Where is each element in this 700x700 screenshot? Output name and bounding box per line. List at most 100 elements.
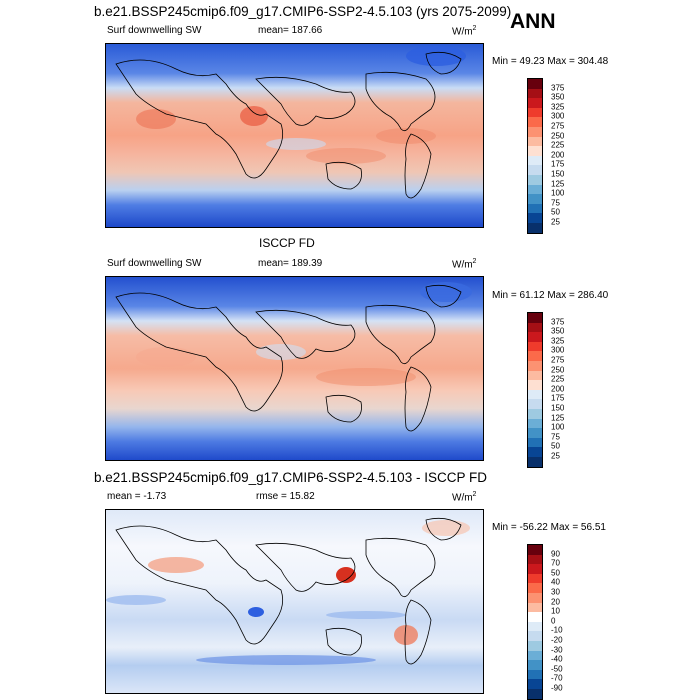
colorbar-tick-label: -90: [551, 683, 563, 693]
colorbar-swatch: [528, 631, 542, 641]
colorbar-swatch: [528, 418, 542, 429]
colorbar-swatch: [528, 88, 542, 99]
colorbar-swatch: [528, 437, 542, 448]
colorbar-tick-label: 300: [551, 345, 565, 355]
colorbar-tick-label: -70: [551, 673, 563, 683]
colorbar-swatch: [528, 370, 542, 381]
colorbar-tick-label: 50: [551, 441, 560, 451]
colorbar-swatch: [528, 554, 542, 565]
colorbar-swatch: [528, 592, 542, 603]
colorbar-tick-label: 10: [551, 606, 560, 616]
colorbar-tick-label: 100: [551, 188, 565, 198]
colorbar-swatch: [528, 612, 542, 622]
colorbar-tick-label: 25: [551, 451, 560, 461]
colorbar-swatch: [528, 650, 542, 661]
panel2-title: ISCCP FD: [259, 236, 315, 250]
colorbar-tick-label: 150: [551, 169, 565, 179]
colorbar-swatch: [528, 621, 542, 632]
colorbar-tick-label: 325: [551, 102, 565, 112]
colorbar-tick-label: 200: [551, 150, 565, 160]
colorbar-swatch: [528, 222, 542, 233]
colorbar-swatch: [528, 126, 542, 137]
panel2-mean-label: mean= 189.39: [258, 258, 323, 269]
colorbar-tick-label: 250: [551, 131, 565, 141]
panel1-colorbar-labels: 375 350 325 300 275 250 225 200 175 150 125 100 75 50…: [551, 78, 581, 234]
colorbar-swatch: [528, 564, 542, 574]
colorbar-swatch: [528, 669, 542, 680]
colorbar-swatch: [528, 174, 542, 185]
colorbar-swatch: [528, 136, 542, 147]
colorbar-tick-label: 70: [551, 558, 560, 568]
colorbar-swatch: [528, 155, 542, 166]
panel3-colorbar-labels: 90 70 50 40 30 20 10 0 -10 -20 -30 -40 -50 -70 -90: [551, 544, 581, 700]
colorbar-swatch: [528, 79, 542, 89]
colorbar-tick-label: 375: [551, 317, 565, 327]
panel3-map-field: [106, 510, 483, 693]
colorbar-tick-label: 25: [551, 217, 560, 227]
colorbar-tick-label: 325: [551, 336, 565, 346]
panel1-colorbar: [527, 78, 543, 234]
colorbar-swatch: [528, 351, 542, 361]
colorbar-tick-label: 300: [551, 111, 565, 121]
panel2-colorbar-swatches: [527, 312, 543, 468]
panel2-minmax: Min = 61.12 Max = 286.40: [492, 290, 609, 301]
colorbar-swatch: [528, 322, 542, 333]
panel1-map: [105, 43, 484, 228]
colorbar-tick-label: 175: [551, 159, 565, 169]
colorbar-swatch: [528, 389, 542, 400]
colorbar-swatch: [528, 447, 542, 457]
colorbar-tick-label: 90: [551, 549, 560, 559]
colorbar-tick-label: 175: [551, 393, 565, 403]
colorbar-swatch: [528, 146, 542, 156]
colorbar-tick-label: 125: [551, 413, 565, 423]
colorbar-swatch: [528, 428, 542, 438]
colorbar-tick-label: 250: [551, 365, 565, 375]
colorbar-tick-label: 350: [551, 92, 565, 102]
colorbar-tick-label: 40: [551, 577, 560, 587]
colorbar-tick-label: 275: [551, 121, 565, 131]
colorbar-swatch: [528, 408, 542, 419]
colorbar-tick-label: 50: [551, 568, 560, 578]
panel3-minmax: Min = -56.22 Max = 56.51: [492, 522, 606, 533]
colorbar-tick-label: 75: [551, 198, 560, 208]
panel2-colorbar-labels: 375 350 325 300 275 250 225 200 175 150 125 100 75 50…: [551, 312, 581, 468]
colorbar-swatch: [528, 360, 542, 371]
panel3-colorbar-swatches: [527, 544, 543, 700]
colorbar-swatch: [528, 165, 542, 175]
colorbar-swatch: [528, 688, 542, 699]
panel1-map-field: [106, 44, 483, 227]
panel1-colorbar-swatches: [527, 78, 543, 234]
colorbar-swatch: [528, 203, 542, 214]
panel2-map: [105, 276, 484, 461]
panel1-title: b.e21.BSSP245cmip6.f09_g17.CMIP6-SSP2-4.…: [94, 4, 512, 19]
colorbar-tick-label: 75: [551, 432, 560, 442]
panel2-map-field: [106, 277, 483, 460]
colorbar-tick-label: -30: [551, 645, 563, 655]
panel3-rmse-label: rmse = 15.82: [256, 491, 315, 502]
colorbar-swatch: [528, 573, 542, 584]
colorbar-tick-label: 350: [551, 326, 565, 336]
colorbar-swatch: [528, 456, 542, 467]
colorbar-tick-label: 150: [551, 403, 565, 413]
panel2-colorbar: [527, 312, 543, 468]
colorbar-tick-label: 375: [551, 83, 565, 93]
panel3-colorbar: [527, 544, 543, 700]
colorbar-swatch: [528, 213, 542, 223]
colorbar-swatch: [528, 679, 542, 689]
colorbar-tick-label: 100: [551, 422, 565, 432]
colorbar-tick-label: 20: [551, 597, 560, 607]
colorbar-tick-label: 30: [551, 587, 560, 597]
panel1-units: W/m2: [452, 25, 477, 38]
colorbar-swatch: [528, 640, 542, 651]
panel3-mean-label: mean = -1.73: [107, 491, 167, 502]
panel1-mean-label: mean= 187.66: [258, 25, 323, 36]
colorbar-swatch: [528, 583, 542, 593]
colorbar-tick-label: 125: [551, 179, 565, 189]
colorbar-tick-label: 225: [551, 374, 565, 384]
panel3-title: b.e21.BSSP245cmip6.f09_g17.CMIP6-SSP2-4.…: [94, 470, 487, 485]
season-label: ANN: [510, 10, 556, 33]
colorbar-swatch: [528, 341, 542, 352]
colorbar-swatch: [528, 313, 542, 323]
colorbar-tick-label: -50: [551, 664, 563, 674]
colorbar-tick-label: 200: [551, 384, 565, 394]
